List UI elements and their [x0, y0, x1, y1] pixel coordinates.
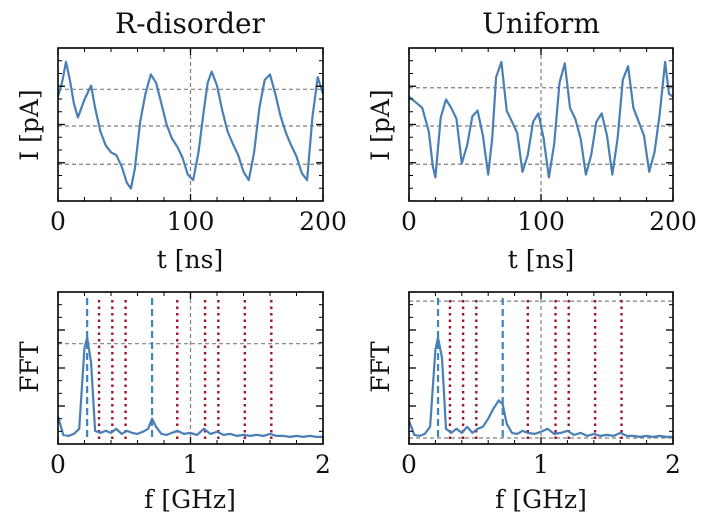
x-tick-label: 200	[649, 207, 697, 236]
x-tick-label: 200	[299, 207, 347, 236]
panel-title: R-disorder	[115, 7, 266, 40]
plot-area: 0 1 2	[401, 291, 681, 479]
x-tick-label: 2	[315, 450, 331, 479]
panel-uniform: Uniform I [pA] t [ns]	[366, 7, 600, 274]
x-tick-label: 1	[533, 450, 549, 479]
plot-area: 0 100 200	[401, 47, 697, 236]
x-tick-label: 100	[167, 207, 215, 236]
y-axis-label: FFT	[366, 341, 395, 393]
y-axis-label: I [pA]	[366, 89, 395, 160]
x-tick-label: 2	[665, 450, 681, 479]
panel-fft-uniform: FFT f [GHz]	[366, 341, 587, 514]
panel-r-disorder: R-disorder I [pA] t [ns]	[15, 7, 266, 274]
series-line	[56, 336, 323, 438]
x-axis-label: t [ns]	[157, 245, 223, 274]
panel-title: Uniform	[482, 7, 600, 40]
x-tick-label: 0	[50, 207, 66, 236]
x-tick-label: 0	[50, 450, 66, 479]
series-line	[407, 336, 673, 438]
y-axis-label: I [pA]	[15, 89, 44, 160]
x-axis-label: f [GHz]	[495, 485, 587, 514]
x-tick-label: 100	[517, 207, 565, 236]
x-axis-label: f [GHz]	[144, 485, 236, 514]
x-tick-label: 0	[401, 207, 417, 236]
x-axis-label: t [ns]	[508, 245, 574, 274]
panel-fft-r-disorder: FFT f [GHz]	[15, 341, 236, 514]
y-axis-label: FFT	[15, 341, 44, 393]
x-tick-label: 1	[183, 450, 199, 479]
plot-area: 0 100 200	[50, 47, 347, 236]
plot-area: 0 1 2	[50, 291, 331, 479]
series-line	[408, 60, 674, 179]
x-tick-label: 0	[401, 450, 417, 479]
series-line	[56, 60, 325, 190]
